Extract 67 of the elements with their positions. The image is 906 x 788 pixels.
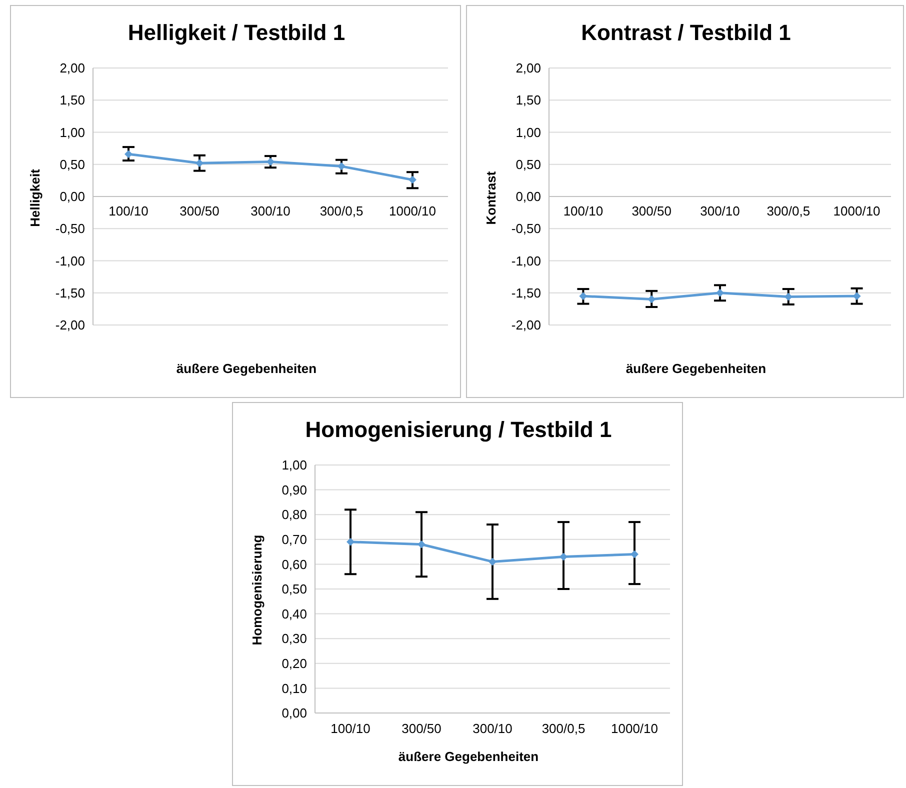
x-tick-label: 100/10 — [563, 204, 604, 218]
y-axis-title: Helligkeit — [28, 168, 42, 226]
y-axis-title: Kontrast — [484, 170, 498, 224]
y-tick-label: 0,50 — [516, 156, 541, 172]
chart-title: Kontrast / Testbild 1 — [580, 20, 792, 46]
point — [408, 176, 416, 184]
point — [418, 540, 426, 548]
y-tick-label: 2,00 — [60, 60, 85, 76]
point — [338, 162, 346, 170]
x-axis-title: äußere Gegebenheiten — [624, 361, 768, 376]
y-tick-label: -1,00 — [55, 253, 85, 268]
y-tick-label: -1,50 — [55, 285, 85, 300]
x-tick-label: 300/50 — [632, 204, 672, 218]
y-tick-label: 0,70 — [282, 532, 307, 548]
y-tick-label: 0,50 — [60, 156, 85, 172]
y-tick-label: 0,50 — [282, 582, 307, 597]
y-tick-label: 0,00 — [60, 189, 85, 204]
y-tick-label: 0,40 — [282, 606, 307, 622]
y-tick-label: -0,50 — [55, 221, 85, 236]
point — [630, 550, 638, 558]
chart-title: Homogenisierung / Testbild 1 — [304, 417, 613, 443]
x-tick-label: 100/10 — [108, 204, 148, 218]
point — [784, 292, 792, 301]
x-tick-label: 1000/10 — [611, 721, 658, 736]
y-tick-label: 1,50 — [516, 92, 541, 108]
point — [852, 292, 861, 300]
y-tick-label: 1,00 — [60, 124, 85, 140]
chart-title: Helligkeit / Testbild 1 — [126, 20, 346, 46]
y-tick-label: 0,10 — [282, 680, 307, 696]
y-tick-label: 1,00 — [282, 458, 307, 473]
x-tick-label: 300/0,5 — [542, 721, 586, 736]
x-tick-label: 1000/10 — [389, 204, 436, 218]
y-axis-title: Homogenisierung — [250, 534, 264, 646]
x-tick-label: 300/10 — [700, 204, 740, 218]
y-tick-label: 0,20 — [282, 656, 307, 672]
point — [266, 158, 274, 166]
point — [346, 538, 354, 546]
point — [648, 295, 656, 304]
y-tick-label: -2,00 — [55, 318, 85, 333]
x-tick-label: 100/10 — [330, 721, 370, 736]
y-tick-label: -0,50 — [511, 221, 541, 236]
x-tick-label: 300/10 — [250, 204, 290, 218]
x-tick-label: 300/50 — [180, 204, 220, 218]
x-tick-label: 300/0,5 — [766, 204, 810, 218]
y-tick-label: -1,50 — [511, 285, 541, 300]
x-axis-title: äußere Gegebenheiten — [175, 361, 318, 376]
point — [716, 288, 724, 297]
x-tick-label: 300/50 — [402, 721, 442, 736]
y-tick-label: -2,00 — [511, 318, 541, 333]
point — [196, 159, 204, 168]
point — [488, 558, 496, 566]
y-tick-label: 0,00 — [516, 189, 541, 204]
point — [124, 150, 132, 158]
y-tick-label: 0,90 — [282, 482, 307, 498]
y-tick-label: -1,00 — [511, 253, 541, 268]
y-tick-label: 0,60 — [282, 556, 307, 572]
y-tick-label: 0,80 — [282, 507, 307, 522]
y-tick-label: 1,00 — [516, 124, 541, 140]
x-tick-label: 1000/10 — [833, 204, 880, 218]
x-tick-label: 300/0,5 — [320, 204, 364, 218]
point — [560, 552, 568, 561]
x-tick-label: 300/10 — [472, 721, 512, 736]
y-tick-label: 2,00 — [516, 60, 541, 76]
y-tick-label: 0,30 — [282, 631, 307, 646]
y-tick-label: 0,00 — [282, 706, 307, 721]
x-axis-title: äußere Gegebenheiten — [397, 749, 540, 764]
y-tick-label: 1,50 — [60, 92, 85, 108]
